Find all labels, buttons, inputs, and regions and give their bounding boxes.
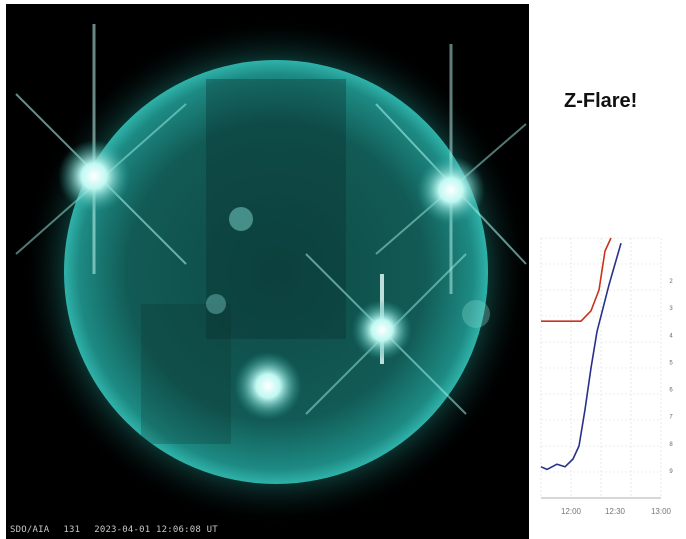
flare-right — [375, 44, 527, 294]
chart-y-tick-label: 8 — [669, 442, 673, 448]
page-title: Z-Flare! — [564, 90, 638, 112]
chart-series-line-2 — [540, 242, 622, 471]
dark-tile-patch — [141, 304, 231, 444]
chart-x-tick-label: 12:30 — [605, 507, 626, 516]
chart-y-tick-label: 3 — [669, 306, 673, 312]
chart-series-layer — [540, 237, 622, 471]
active-region — [206, 294, 226, 314]
caption-instrument: SDO/AIA — [10, 525, 50, 535]
solar-image-panel: SDO/AIA 131 2023-04-01 12:06:08 UT — [6, 4, 529, 539]
chart-y-tick-label: 6 — [669, 388, 673, 394]
flux-chart: 12:00 12:30 13:00 2 3 4 5 6 7 8 9 — [540, 237, 673, 516]
chart-y-tick-label: 9 — [669, 469, 673, 475]
sun-image — [15, 17, 529, 527]
active-region — [229, 207, 253, 231]
chart-x-tick-label: 12:00 — [561, 507, 582, 516]
caption-timestamp: 2023-04-01 12:06:08 UT — [94, 525, 218, 535]
flare-lower — [234, 352, 302, 420]
caption-wavelength: 131 — [63, 525, 81, 535]
chart-x-tick-label: 13:00 — [651, 507, 672, 516]
chart-y-tick-label: 2 — [669, 279, 673, 285]
chart-y-tick-label: 4 — [669, 333, 673, 339]
solar-disk — [64, 60, 488, 484]
active-region — [462, 300, 490, 328]
image-caption: SDO/AIA 131 2023-04-01 12:06:08 UT — [10, 525, 232, 535]
chart-y-tick-label: 7 — [669, 415, 673, 421]
chart-grid — [540, 237, 662, 499]
dark-tile-patch — [206, 79, 346, 339]
chart-y-ticks: 2 3 4 5 6 7 8 9 — [669, 279, 673, 475]
chart-x-ticks: 12:00 12:30 13:00 — [561, 507, 672, 516]
chart-y-tick-label: 5 — [669, 360, 673, 366]
flare-left — [15, 24, 187, 274]
chart-series-line-1 — [541, 237, 612, 322]
flare-center — [305, 253, 467, 415]
